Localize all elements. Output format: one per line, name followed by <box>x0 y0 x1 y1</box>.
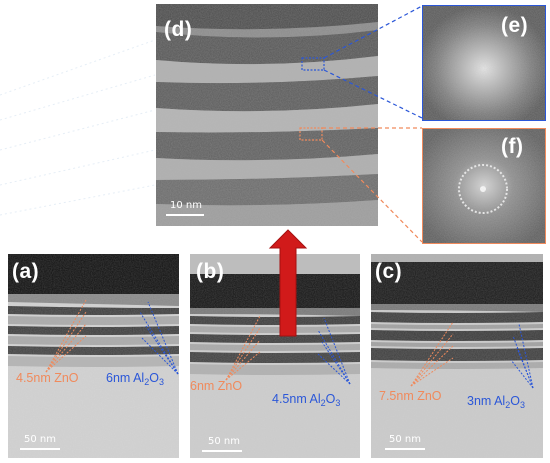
panel-a-scalebar <box>20 448 60 450</box>
panel-c-label: (c) <box>375 260 403 283</box>
panel-c-al2o3-label: 3nm Al2O3 <box>467 394 525 410</box>
panel-e-fft: (e) <box>422 5 546 121</box>
panel-b-zno-label: 6nm ZnO <box>190 379 243 393</box>
panel-d-scalebar <box>166 214 204 216</box>
panel-c-zno-label: 7.5nm ZnO <box>379 389 442 403</box>
panel-e-label: (e) <box>501 14 529 37</box>
panel-f-label: (f) <box>501 135 524 158</box>
panel-d-label: (d) <box>164 18 193 41</box>
panel-d-layers <box>156 4 378 226</box>
panel-a-al2o3-label: 6nm Al2O3 <box>106 371 164 387</box>
blue-roi-box <box>301 57 325 71</box>
panel-b-tem-image: (b) 6nm ZnO 4.5nm Al2O3 50 nm <box>190 254 360 458</box>
panel-f-fft: (f) <box>422 128 546 244</box>
panel-c-tem-image: (c) 7.5nm ZnO 3nm Al2O3 50 nm <box>371 254 543 458</box>
panel-a-label: (a) <box>12 260 40 283</box>
panel-c-scalebar <box>385 448 425 450</box>
panel-d-scale-text: 10 nm <box>170 200 202 211</box>
panel-c-scale-text: 50 nm <box>389 434 421 445</box>
panel-b-scalebar <box>202 450 242 452</box>
panel-b-scale-text: 50 nm <box>208 436 240 447</box>
panel-b-label: (b) <box>196 260 225 283</box>
panel-a-zno-label: 4.5nm ZnO <box>16 371 79 385</box>
panel-d-tem-image: (d) 10 nm <box>156 4 378 226</box>
orange-roi-box <box>299 127 323 141</box>
red-up-arrow-icon <box>268 229 308 337</box>
panel-b-al2o3-label: 4.5nm Al2O3 <box>272 392 341 408</box>
panel-a-tem-image: (a) 4.5nm ZnO 6nm Al2O3 50 nm <box>8 254 179 458</box>
panel-a-scale-text: 50 nm <box>24 434 56 445</box>
background-traces <box>0 39 156 216</box>
